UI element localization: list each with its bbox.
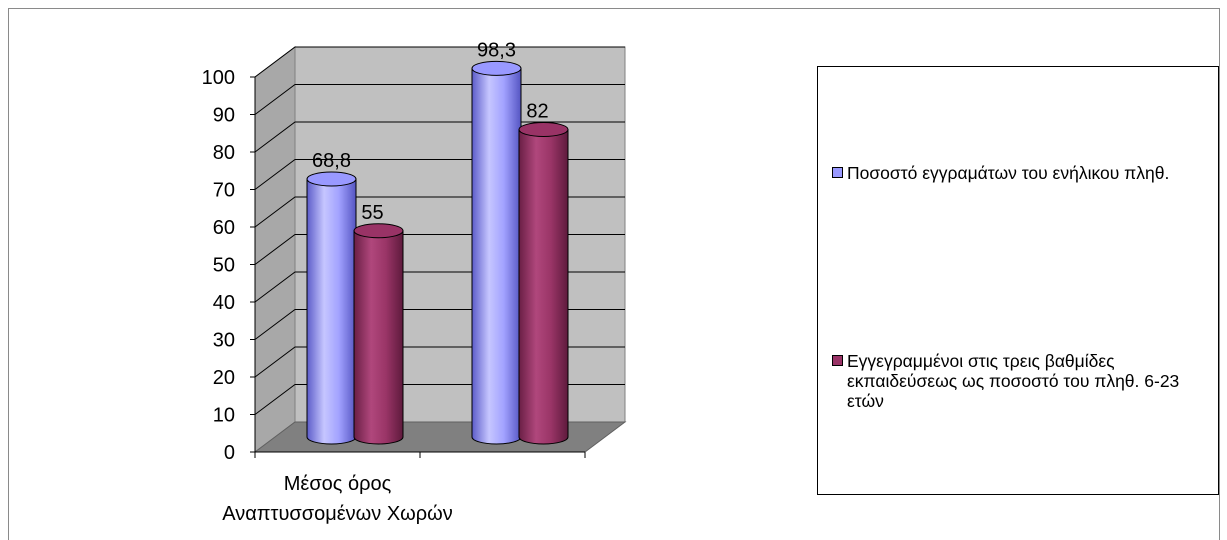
data-label: 55 (361, 202, 383, 224)
bar-body (471, 67, 522, 445)
legend-label-series-2: Εγγεγραμμένοι στις τρεις βαθμίδες εκπαιδ… (847, 351, 1180, 411)
legend-item-series-1: Ποσοστό εγγραμάτων του ενήλικου πληθ. (832, 163, 1202, 183)
bar-series-1-cat-1 (306, 171, 357, 445)
bar-body (353, 230, 404, 445)
y-tick-label: 60 (213, 217, 235, 239)
chart-plot-area: 0 10 20 30 40 50 60 70 80 90 100 Μέσος όρος Αναπτυσ… (202, 39, 627, 525)
legend-swatch-series-1 (832, 167, 843, 178)
data-label: 68,8 (312, 150, 351, 172)
bar-top (518, 122, 569, 137)
y-tick-label: 20 (213, 367, 235, 389)
data-label: 82 (526, 101, 548, 123)
y-tick-label: 90 (213, 105, 235, 127)
data-label: 98,3 (477, 39, 516, 61)
y-tick-label: 10 (213, 405, 235, 427)
y-tick-label: 30 (213, 330, 235, 352)
y-tick-label: 70 (213, 180, 235, 202)
gridline (254, 46, 625, 78)
bar-series-2-cat-2 (518, 122, 569, 445)
y-tick-label: 40 (213, 292, 235, 314)
legend-swatch-series-2 (832, 355, 843, 366)
bar-top (353, 223, 404, 239)
bars (306, 60, 569, 445)
y-tick-label: 50 (213, 255, 235, 277)
chart-frame (8, 8, 1220, 540)
bar-series-1-cat-2 (471, 60, 522, 445)
legend-item-series-2: Εγγεγραμμένοι στις τρεις βαθμίδες εκπαιδ… (832, 351, 1202, 411)
x-category-label: Μέσος όρος (284, 473, 392, 495)
legend-label-series-1: Ποσοστό εγγραμάτων του ενήλικου πληθ. (847, 163, 1170, 183)
bar-top (306, 171, 357, 187)
x-category-label: Αναπτυσσομένων Χωρών (222, 503, 453, 525)
bar-body (518, 129, 569, 445)
y-tick-label: 80 (213, 142, 235, 164)
x-axis: Μέσος όρος Αναπτυσσομένων Χωρών (222, 451, 586, 525)
y-tick-label: 0 (224, 442, 235, 464)
bar-top (471, 60, 522, 76)
y-axis: 0 10 20 30 40 50 60 70 80 90 100 (202, 67, 256, 464)
y-tick-label: 100 (202, 67, 235, 89)
bar-body (306, 178, 357, 445)
data-labels: 68,8 55 98,3 82 (312, 39, 549, 223)
legend: Ποσοστό εγγραμάτων του ενήλικου πληθ. Εγ… (817, 66, 1219, 495)
bar-series-2-cat-1 (353, 223, 404, 445)
